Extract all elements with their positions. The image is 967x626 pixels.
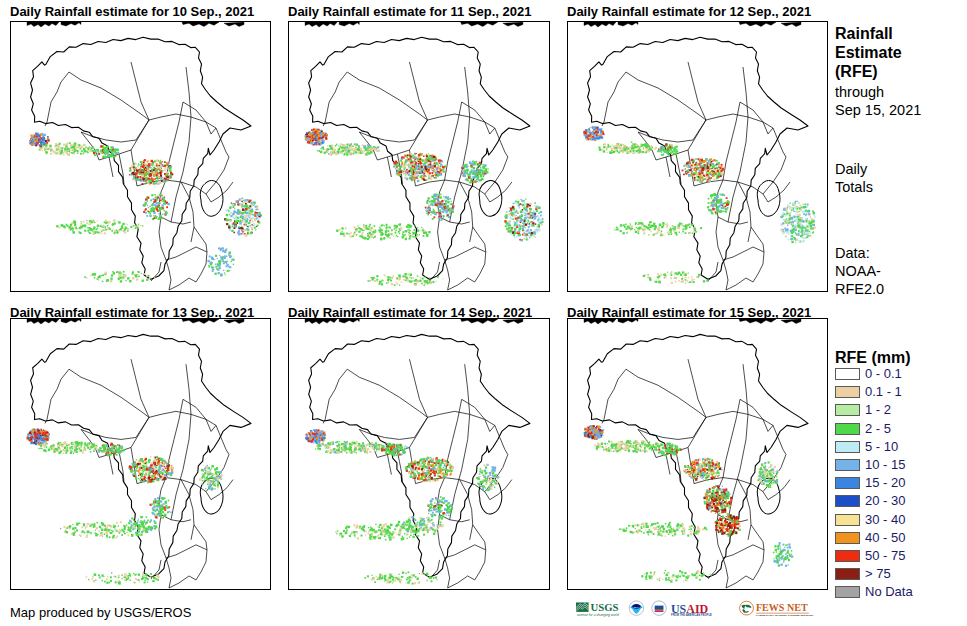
svg-text:science for a changing world: science for a changing world (577, 613, 619, 617)
svg-text:FAMINE EARLY WARNING SYSTEMS N: FAMINE EARLY WARNING SYSTEMS NETWORK (756, 614, 814, 617)
svg-text:FROM THE AMERICAN PEOPLE: FROM THE AMERICAN PEOPLE (671, 613, 712, 617)
svg-text:NOAA: NOAA (634, 606, 640, 608)
svg-text:FEWS NET: FEWS NET (756, 602, 808, 613)
svg-text:USGS: USGS (590, 601, 618, 613)
